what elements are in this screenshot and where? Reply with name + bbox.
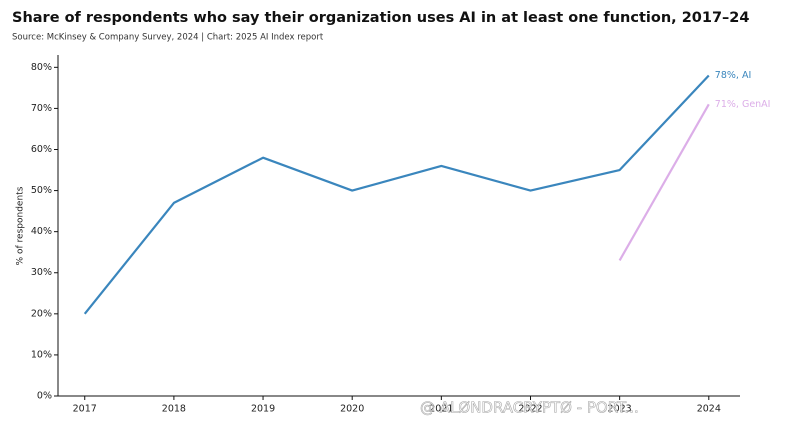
y-tick-label: 40% bbox=[31, 226, 52, 237]
watermark: @ ALØNDRACRYPTØ - PORT... bbox=[420, 399, 639, 417]
y-tick-label: 70% bbox=[31, 103, 52, 114]
x-tick-label: 2022 bbox=[518, 404, 542, 415]
series-line bbox=[83, 74, 710, 315]
y-tick-label: 10% bbox=[31, 349, 52, 360]
end-label: 71%, GenAI bbox=[715, 99, 771, 110]
y-tick-label: 20% bbox=[31, 308, 52, 319]
x-tick-label: 2020 bbox=[340, 404, 364, 415]
x-tick-label: 2018 bbox=[162, 404, 186, 415]
y-axis-label: % of respondents bbox=[16, 186, 26, 265]
x-tick-label: 2023 bbox=[608, 404, 632, 415]
x-tick-label: 2021 bbox=[429, 404, 453, 415]
chart-title: Share of respondents who say their organ… bbox=[12, 10, 750, 26]
y-tick-label: 0% bbox=[37, 391, 52, 402]
chart-subtitle: Source: McKinsey & Company Survey, 2024 … bbox=[12, 33, 324, 43]
x-tick-label: 2017 bbox=[73, 404, 97, 415]
x-tick-label: 2024 bbox=[697, 404, 721, 415]
series-line bbox=[618, 103, 710, 261]
y-tick-label: 60% bbox=[31, 144, 52, 155]
end-label: 78%, AI bbox=[715, 70, 751, 81]
y-tick-label: 50% bbox=[31, 185, 52, 196]
x-tick-label: 2019 bbox=[251, 404, 275, 415]
y-tick-label: 30% bbox=[31, 267, 52, 278]
y-tick-label: 80% bbox=[31, 62, 52, 73]
